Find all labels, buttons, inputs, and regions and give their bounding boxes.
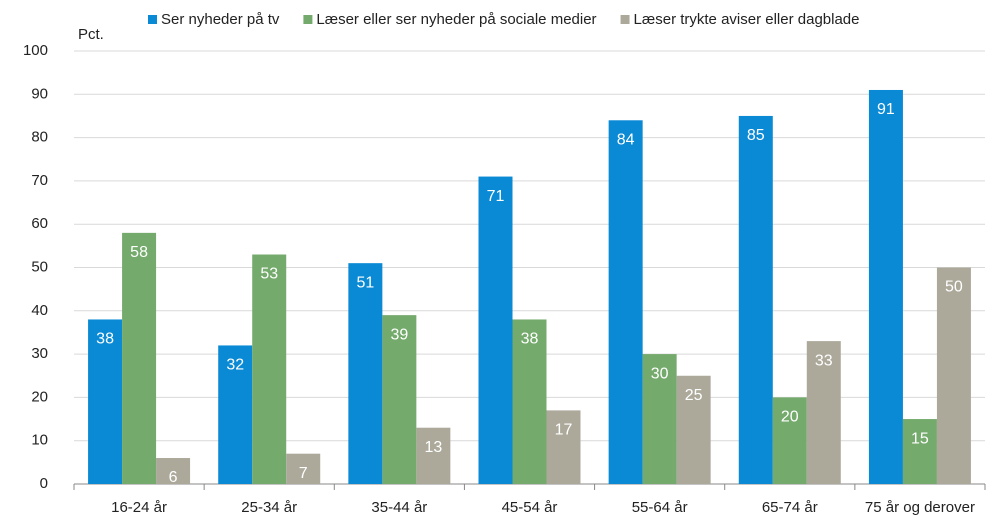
value-label: 17 [555, 422, 573, 439]
x-tick-label: 65-74 år [762, 499, 818, 516]
y-tick-label: 90 [31, 85, 48, 102]
value-label: 39 [390, 326, 408, 343]
y-tick-label: 40 [31, 302, 48, 319]
value-label: 20 [781, 409, 799, 426]
bar [156, 458, 191, 484]
y-tick-label: 100 [23, 42, 48, 59]
y-axis-label: Pct. [78, 26, 104, 43]
value-label: 38 [96, 331, 114, 348]
value-label: 30 [651, 365, 669, 382]
x-tick-label: 35-44 år [371, 499, 427, 516]
value-label: 50 [945, 279, 963, 296]
y-tick-label: 10 [31, 432, 48, 449]
x-tick-label: 25-34 år [241, 499, 297, 516]
legend-swatch [620, 15, 630, 24]
y-tick-label: 0 [40, 475, 48, 492]
bar [806, 341, 841, 484]
value-label: 15 [911, 430, 929, 447]
value-label: 13 [424, 439, 442, 456]
value-label: 38 [521, 331, 539, 348]
bar [738, 115, 773, 484]
legend-swatch [148, 15, 157, 24]
bar [252, 254, 287, 484]
bar [416, 427, 451, 484]
bar [868, 89, 903, 484]
value-label: 58 [130, 244, 148, 261]
value-label: 32 [226, 357, 244, 374]
bar [218, 345, 253, 484]
value-label: 71 [487, 188, 505, 205]
bar [546, 410, 581, 484]
bar [122, 232, 157, 484]
legend-label: Læser eller ser nyheder på sociale medie… [316, 11, 596, 28]
bar [772, 397, 807, 484]
value-label: 25 [685, 387, 703, 404]
legend-label: Læser trykte aviser eller dagblade [634, 11, 860, 28]
y-tick-label: 70 [31, 172, 48, 189]
bar [88, 319, 123, 484]
x-tick-label: 75 år og derover [865, 499, 975, 516]
value-label: 53 [260, 266, 278, 283]
value-label: 6 [169, 469, 178, 486]
bar [936, 267, 971, 484]
y-tick-label: 30 [31, 345, 48, 362]
y-tick-label: 20 [31, 388, 48, 405]
bar [512, 319, 547, 484]
x-tick-label: 55-64 år [632, 499, 688, 516]
bar [608, 120, 643, 484]
bar [676, 375, 711, 484]
bar [478, 176, 513, 484]
x-tick-label: 16-24 år [111, 499, 167, 516]
x-tick-label: 45-54 år [502, 499, 558, 516]
legend-swatch [303, 15, 313, 24]
y-tick-label: 60 [31, 215, 48, 232]
y-tick-label: 80 [31, 129, 48, 146]
value-label: 84 [617, 131, 635, 148]
value-label: 7 [299, 465, 308, 482]
bar [642, 354, 677, 484]
bar [382, 315, 417, 484]
y-tick-label: 50 [31, 258, 48, 275]
value-label: 85 [747, 127, 765, 144]
value-label: 33 [815, 352, 833, 369]
bar [902, 419, 937, 484]
bar [286, 453, 321, 484]
value-label: 91 [877, 101, 895, 118]
bar [348, 263, 383, 484]
value-label: 51 [356, 274, 374, 291]
legend-label: Ser nyheder på tv [161, 11, 280, 28]
